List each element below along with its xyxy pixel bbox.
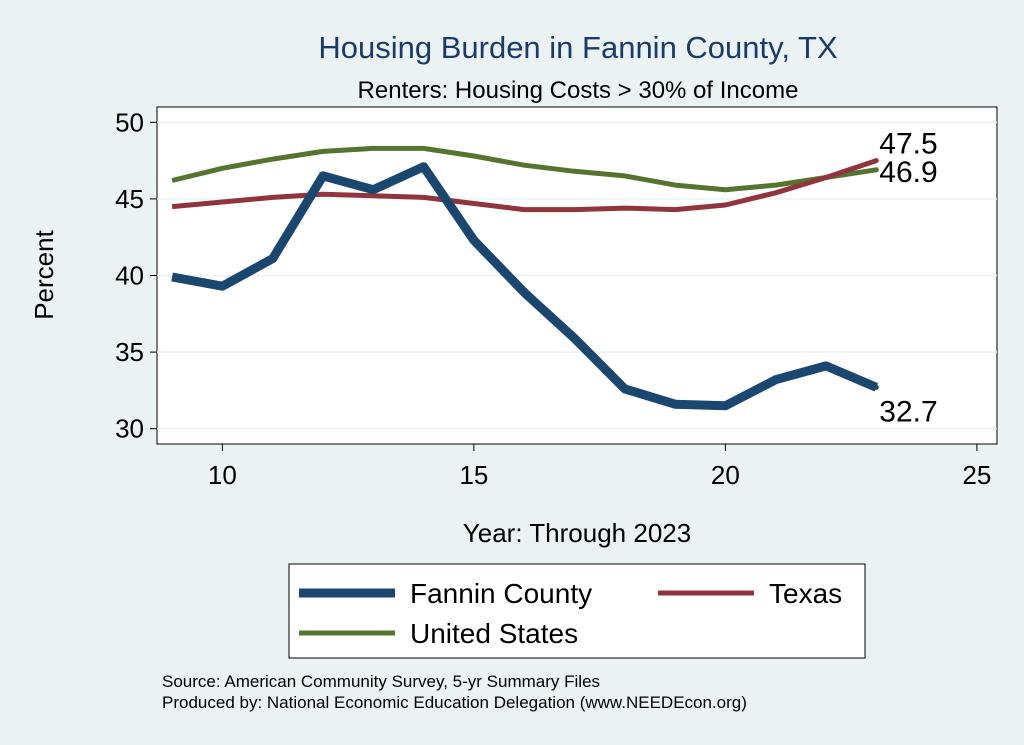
y-axis-title: Percent bbox=[29, 229, 59, 319]
x-tick-label-10: 10 bbox=[208, 460, 237, 490]
axis-layer: 30 35 40 45 50 10 15 20 25 bbox=[115, 107, 991, 490]
x-tick-label-20: 20 bbox=[711, 460, 740, 490]
legend-box bbox=[288, 563, 866, 659]
legend: Fannin County Texas United States bbox=[288, 563, 866, 659]
source-note: Source: American Community Survey, 5-yr … bbox=[162, 672, 600, 691]
grid-layer bbox=[157, 121, 997, 430]
x-axis-title: Year: Through 2023 bbox=[463, 518, 691, 548]
chart-subtitle: Renters: Housing Costs > 30% of Income bbox=[358, 77, 799, 104]
series-layer bbox=[171, 145, 879, 411]
end-label-fannin-county: 32.7 bbox=[879, 395, 937, 428]
producer-note: Produced by: National Economic Education… bbox=[162, 693, 747, 712]
y-tick-label-30: 30 bbox=[115, 414, 144, 444]
series-line-fannin-county bbox=[171, 162, 879, 411]
legend-label-texas: Texas bbox=[769, 578, 842, 609]
end-label-united-states: 46.9 bbox=[879, 156, 937, 189]
chart-title: Housing Burden in Fannin County, TX bbox=[318, 30, 838, 65]
series-line-texas bbox=[171, 158, 878, 213]
y-tick-label-50: 50 bbox=[115, 107, 144, 137]
label-layer: 32.7 47.546.9 bbox=[879, 128, 937, 429]
end-label-texas: 47.5 bbox=[879, 128, 937, 161]
y-tick-label-45: 45 bbox=[115, 184, 144, 214]
legend-label-fannin-county: Fannin County bbox=[410, 578, 592, 609]
end-marker-texas bbox=[873, 158, 879, 164]
x-tick-label-15: 15 bbox=[459, 460, 488, 490]
series-line-united-states bbox=[171, 145, 877, 193]
x-tick-label-25: 25 bbox=[962, 460, 991, 490]
end-marker-united-states bbox=[873, 167, 879, 173]
y-tick-label-40: 40 bbox=[115, 261, 144, 291]
legend-label-united-states: United States bbox=[410, 618, 578, 649]
end-marker-fannin-county bbox=[873, 384, 879, 390]
y-tick-label-35: 35 bbox=[115, 337, 144, 367]
